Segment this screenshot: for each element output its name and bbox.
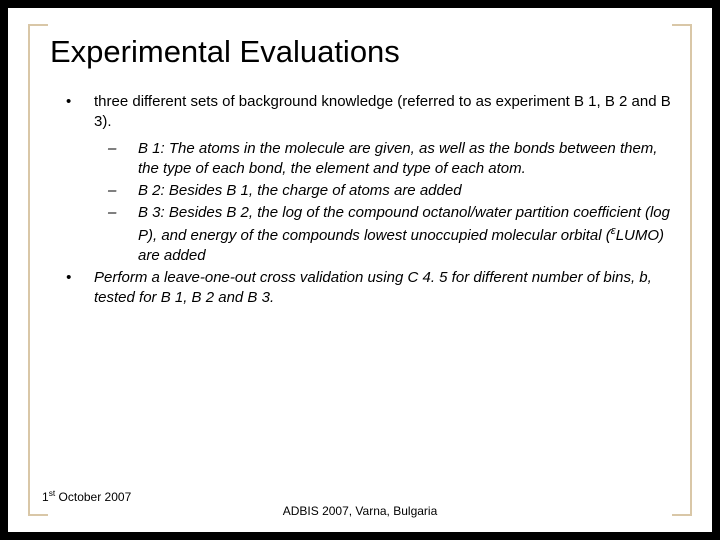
list-item: •three different sets of background know… — [48, 92, 672, 133]
slide-frame: Experimental Evaluations •three differen… — [8, 8, 712, 532]
bullet-text: Perform a leave-one-out cross validation… — [94, 268, 672, 309]
bullet-list: •three different sets of background know… — [48, 92, 672, 309]
footer-venue: ADBIS 2007, Varna, Bulgaria — [8, 504, 712, 518]
bullet-marker: – — [108, 139, 138, 180]
bullet-text: B 1: The atoms in the molecule are given… — [138, 139, 672, 180]
list-item: –B 2: Besides B 1, the charge of atoms a… — [48, 181, 672, 201]
list-item: –B 3: Besides B 2, the log of the compou… — [48, 203, 672, 266]
bullet-marker: – — [108, 181, 138, 201]
content-area: Experimental Evaluations •three differen… — [48, 24, 672, 516]
footer-date: 1st October 2007 — [42, 488, 131, 504]
bullet-marker: • — [66, 268, 94, 309]
slide-title: Experimental Evaluations — [50, 34, 672, 70]
list-item: •Perform a leave-one-out cross validatio… — [48, 268, 672, 309]
bullet-marker: • — [66, 92, 94, 133]
bullet-marker: – — [108, 203, 138, 266]
bullet-text: B 2: Besides B 1, the charge of atoms ar… — [138, 181, 672, 201]
bullet-text: three different sets of background knowl… — [94, 92, 672, 133]
bullet-text: B 3: Besides B 2, the log of the compoun… — [138, 203, 672, 266]
list-item: –B 1: The atoms in the molecule are give… — [48, 139, 672, 180]
